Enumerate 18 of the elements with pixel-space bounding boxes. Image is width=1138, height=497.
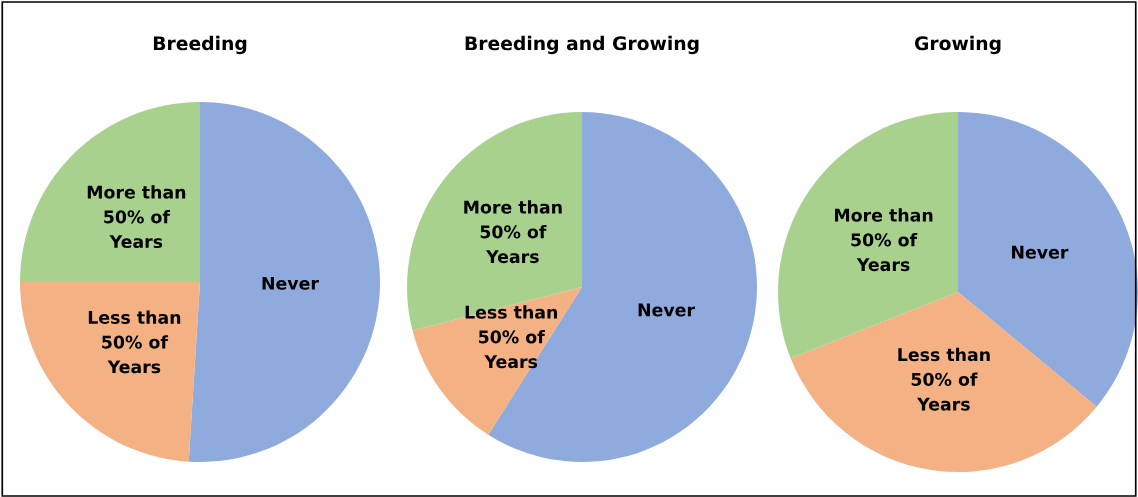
slice-label: Never bbox=[638, 303, 695, 317]
slice-label: More than 50% of Years bbox=[464, 200, 562, 264]
slice-label: Never bbox=[1012, 245, 1069, 259]
slice-label: Less than 50% of Years bbox=[465, 305, 557, 369]
pie-slice bbox=[412, 287, 582, 435]
slice-label: Less than 50% of Years bbox=[898, 347, 990, 411]
slice-label: Never bbox=[262, 276, 319, 290]
chart-title: Breeding bbox=[153, 35, 247, 55]
pie-slice bbox=[790, 292, 1097, 472]
chart-title: Breeding and Growing bbox=[465, 35, 699, 55]
pie-slice bbox=[20, 282, 200, 462]
pie-slice bbox=[407, 112, 582, 331]
slice-label: Less than 50% of Years bbox=[88, 310, 181, 374]
pie-slice bbox=[20, 102, 200, 282]
slice-label: More than 50% of Years bbox=[87, 185, 186, 249]
chart-title: Growing bbox=[914, 35, 1001, 55]
pie-slice bbox=[188, 102, 380, 462]
slice-label: More than 50% of Years bbox=[835, 208, 933, 272]
